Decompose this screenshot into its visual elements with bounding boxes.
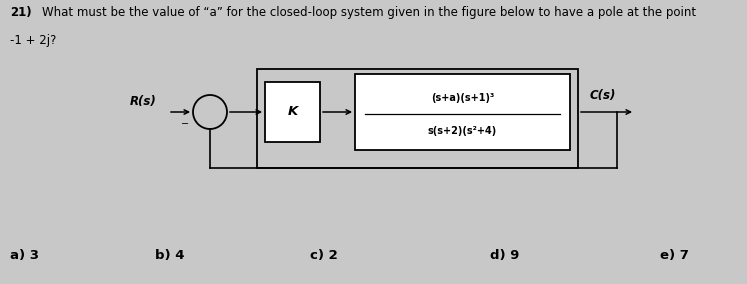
Text: 21): 21): [10, 6, 31, 19]
Bar: [265, 82, 320, 142]
Text: c) 2: c) 2: [310, 250, 338, 262]
Text: R(s): R(s): [130, 95, 157, 108]
Text: b) 4: b) 4: [155, 250, 185, 262]
Text: e) 7: e) 7: [660, 250, 689, 262]
Text: a) 3: a) 3: [10, 250, 39, 262]
Text: d) 9: d) 9: [490, 250, 519, 262]
Text: −: −: [181, 119, 189, 129]
Text: (s+a)(s+1)³: (s+a)(s+1)³: [431, 93, 494, 103]
Text: What must be the value of “a” for the closed-loop system given in the figure bel: What must be the value of “a” for the cl…: [42, 6, 696, 19]
Bar: [257, 69, 578, 168]
Text: -1 + 2j?: -1 + 2j?: [10, 34, 56, 47]
Bar: [355, 74, 570, 150]
Text: C(s): C(s): [590, 89, 616, 102]
Text: s(s+2)(s²+4): s(s+2)(s²+4): [428, 126, 497, 137]
Text: K: K: [288, 105, 297, 118]
